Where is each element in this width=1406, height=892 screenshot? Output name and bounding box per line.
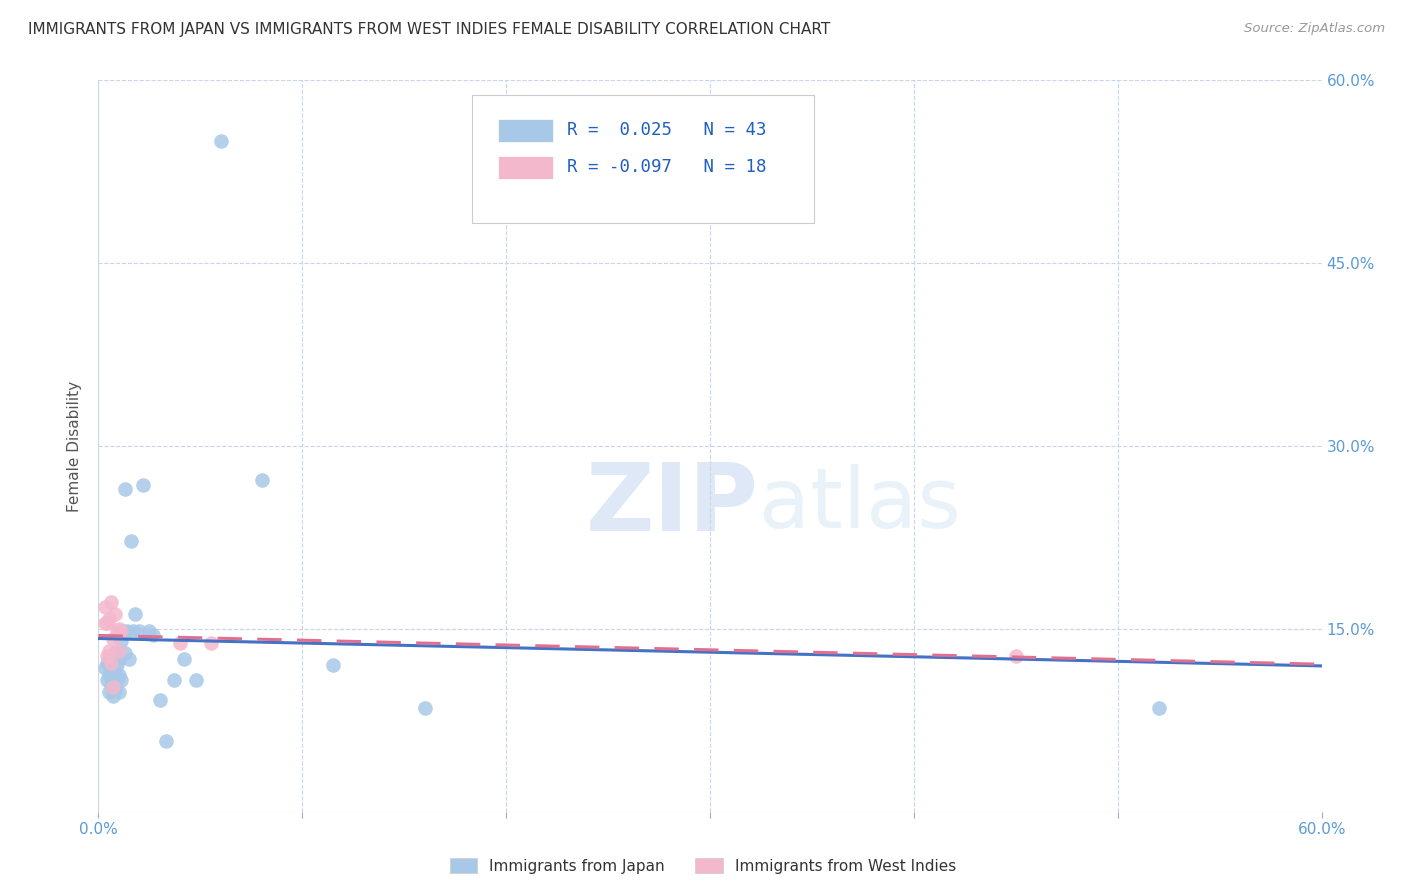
Point <box>110 673 132 687</box>
FancyBboxPatch shape <box>471 95 814 223</box>
Point <box>101 652 124 666</box>
Point <box>173 652 195 666</box>
Point <box>115 624 138 639</box>
Point <box>96 656 118 670</box>
Text: IMMIGRANTS FROM JAPAN VS IMMIGRANTS FROM WEST INDIES FEMALE DISABILITY CORRELATI: IMMIGRANTS FROM JAPAN VS IMMIGRANTS FROM… <box>28 22 831 37</box>
Point <box>108 685 131 699</box>
Point <box>97 644 120 658</box>
Point <box>114 482 136 496</box>
Point <box>100 658 122 673</box>
Point <box>96 615 118 630</box>
Point <box>97 612 120 626</box>
Point <box>132 478 155 492</box>
Text: Source: ZipAtlas.com: Source: ZipAtlas.com <box>1244 22 1385 36</box>
Point <box>200 636 222 650</box>
Point <box>142 628 165 642</box>
Point <box>138 624 160 639</box>
Point <box>104 665 127 679</box>
Text: R =  0.025   N = 43: R = 0.025 N = 43 <box>567 121 766 139</box>
Point <box>110 634 132 648</box>
Bar <box>498 155 554 179</box>
Point <box>250 473 273 487</box>
Point <box>149 692 172 706</box>
Point <box>413 701 436 715</box>
Point <box>96 673 118 687</box>
Point <box>108 622 131 636</box>
Point <box>120 534 142 549</box>
Text: ZIP: ZIP <box>586 458 759 550</box>
Y-axis label: Female Disability: Female Disability <box>67 380 83 512</box>
Point <box>97 668 120 682</box>
Point <box>101 681 124 695</box>
Point <box>169 636 191 650</box>
Point <box>97 652 120 666</box>
Point <box>104 646 127 660</box>
Point <box>322 658 344 673</box>
Point <box>101 689 124 703</box>
Point <box>155 734 177 748</box>
Point <box>105 673 128 687</box>
Point <box>101 632 124 646</box>
Text: R = -0.097   N = 18: R = -0.097 N = 18 <box>567 158 766 176</box>
Point <box>108 668 131 682</box>
Point <box>1004 648 1026 663</box>
Point <box>114 646 136 660</box>
Point <box>104 682 127 697</box>
Point <box>100 676 122 690</box>
Point <box>108 644 131 658</box>
Point <box>186 673 208 687</box>
Point <box>111 624 134 639</box>
Point <box>93 661 115 675</box>
Point <box>100 656 122 670</box>
Legend: Immigrants from Japan, Immigrants from West Indies: Immigrants from Japan, Immigrants from W… <box>443 852 963 880</box>
Point <box>105 658 128 673</box>
Point <box>105 624 128 639</box>
Point <box>163 673 186 687</box>
Point <box>124 607 146 622</box>
Point <box>96 648 118 663</box>
Point <box>110 624 132 639</box>
Point <box>209 134 232 148</box>
Point <box>128 624 150 639</box>
Point <box>93 599 115 614</box>
Point <box>108 652 131 666</box>
Point <box>93 615 115 630</box>
Point <box>1147 701 1170 715</box>
Point <box>101 671 124 685</box>
Point <box>100 595 122 609</box>
Text: atlas: atlas <box>759 464 960 545</box>
Point <box>118 652 141 666</box>
Bar <box>498 119 554 143</box>
Point <box>122 624 145 639</box>
Point <box>97 685 120 699</box>
Point <box>104 607 127 622</box>
